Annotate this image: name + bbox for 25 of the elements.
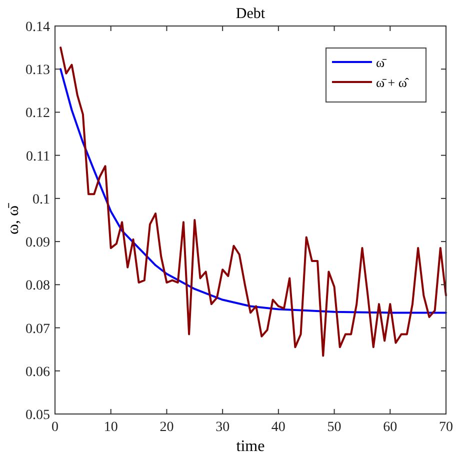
- x-tick-label: 60: [383, 420, 398, 435]
- y-tick-label: 0.1: [32, 192, 50, 208]
- y-tick-label: 0.05: [26, 408, 50, 423]
- line-series: [60, 46, 447, 357]
- y-tick-label: 0.13: [26, 63, 50, 78]
- y-tick-label: 0.06: [26, 364, 50, 380]
- y-tick-label: 0.08: [26, 278, 50, 294]
- y-tick-label: 0.12: [26, 106, 50, 122]
- x-tick-label: 20: [160, 420, 174, 435]
- chart-title: Debt: [236, 6, 266, 22]
- y-tick-label: 0.14: [26, 20, 50, 35]
- x-tick-label: 40: [271, 420, 286, 435]
- x-axis-title: time: [236, 438, 265, 455]
- line-series: [60, 68, 447, 314]
- y-tick-label: 0.11: [26, 149, 50, 164]
- legend-label: ω̄ + ω̂: [376, 75, 410, 90]
- y-tick-label: 0.09: [26, 236, 50, 251]
- y-axis-title: ω, ω̄: [5, 202, 22, 235]
- x-tick-label: 0: [52, 420, 58, 435]
- x-tick-label: 50: [327, 420, 342, 435]
- x-tick-label: 30: [216, 420, 230, 435]
- x-tick-label: 70: [439, 420, 453, 435]
- legend-label: ω̄: [376, 55, 387, 70]
- y-tick-label: 0.07: [26, 322, 50, 337]
- x-tick-label: 10: [104, 420, 118, 435]
